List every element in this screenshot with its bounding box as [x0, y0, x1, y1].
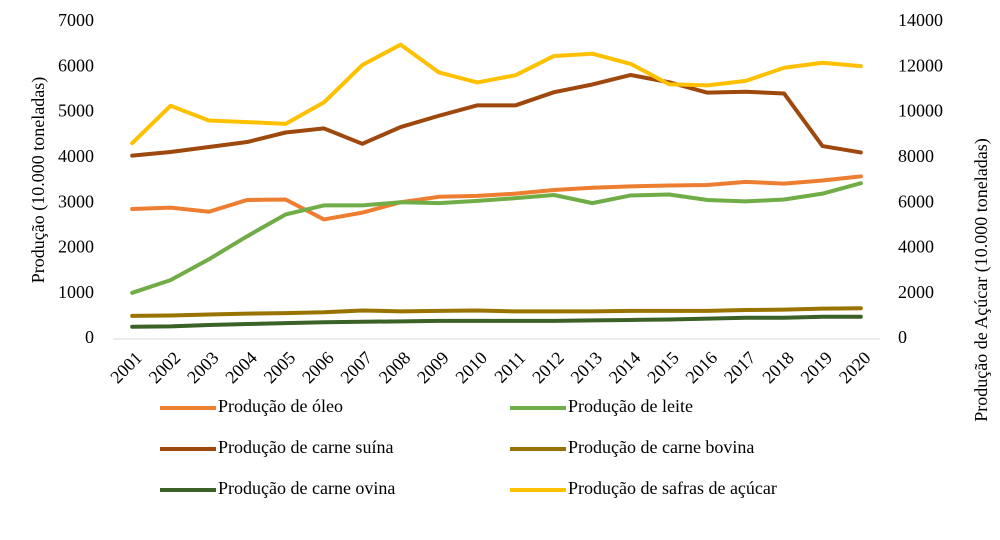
x-tick-label: 2008 — [375, 348, 415, 388]
series-line — [130, 181, 863, 295]
x-tick-label: 2020 — [835, 348, 875, 388]
y-tick-label: 0 — [85, 327, 94, 347]
x-tick-label: 2010 — [451, 348, 491, 388]
y-tick-label: 3000 — [58, 191, 94, 211]
x-tick-label: 2005 — [260, 348, 300, 388]
x-tick-label: 2002 — [145, 348, 185, 388]
legend-label: Produção de carne suína — [218, 437, 393, 457]
series-line — [130, 72, 863, 158]
y2-tick-label: 0 — [898, 327, 907, 347]
x-tick-label: 2018 — [758, 348, 798, 388]
y2-tick-label: 14000 — [898, 10, 943, 30]
series-line — [130, 174, 863, 222]
x-tick-label: 2004 — [221, 348, 261, 388]
y2-tick-label: 10000 — [898, 101, 943, 121]
x-tick-label: 2011 — [490, 348, 529, 387]
series-line — [130, 314, 863, 329]
y2-tick-label: 6000 — [898, 191, 934, 211]
y2-tick-label: 12000 — [898, 55, 943, 75]
y-tick-label: 5000 — [58, 101, 94, 121]
y-tick-label: 7000 — [58, 10, 94, 30]
x-tick-label: 2001 — [106, 348, 146, 388]
y-tick-label: 2000 — [58, 237, 94, 257]
x-tick-label: 2012 — [528, 348, 568, 388]
x-tick-label: 2013 — [567, 348, 607, 388]
y2-axis-label: Produção de Açúcar (10.000 toneladas) — [971, 138, 992, 421]
y-tick-label: 1000 — [58, 282, 94, 302]
x-tick-label: 2009 — [413, 348, 453, 388]
legend-label: Produção de carne ovina — [218, 478, 395, 498]
x-tick-label: 2019 — [797, 348, 837, 388]
y-axis-label: Produção (10.000 toneladas) — [28, 77, 49, 283]
x-tick-label: 2016 — [682, 348, 722, 388]
series-line — [130, 306, 863, 318]
y2-tick-label: 4000 — [898, 237, 934, 257]
legend-label: Produção de óleo — [218, 396, 343, 416]
x-tick-label: 2003 — [183, 348, 223, 388]
y-tick-label: 6000 — [58, 55, 94, 75]
y2-tick-label: 8000 — [898, 146, 934, 166]
y-tick-label: 4000 — [58, 146, 94, 166]
series-line — [130, 42, 863, 146]
legend-label: Produção de safras de açúcar — [568, 478, 777, 498]
x-tick-label: 2015 — [643, 348, 683, 388]
legend-label: Produção de carne bovina — [568, 437, 754, 457]
y2-tick-label: 2000 — [898, 282, 934, 302]
legend-label: Produção de leite — [568, 396, 693, 416]
x-tick-label: 2006 — [298, 348, 338, 388]
x-tick-label: 2007 — [336, 348, 376, 388]
x-tick-label: 2017 — [720, 348, 760, 388]
x-tick-label: 2014 — [605, 348, 645, 388]
